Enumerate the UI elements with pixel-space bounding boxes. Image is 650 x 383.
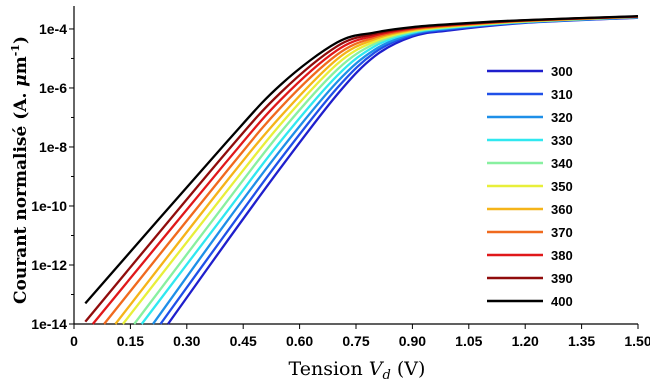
x-tick-label: 1.20 bbox=[512, 333, 539, 349]
y-tick-label: 1e-12 bbox=[31, 257, 67, 273]
x-axis-ticks: 0 0.15 0.30 0.45 0.60 0.75 0.90 1.05 1.20 1.35 1.5… bbox=[70, 324, 650, 349]
x-axis-title: Tension Vd (V) bbox=[289, 358, 426, 383]
legend-label-360: 360 bbox=[551, 202, 573, 217]
y-axis-ticks: 1e-14 1e-12 1e-10 1e-8 1e-6 1e-4 bbox=[31, 21, 74, 332]
legend-label-340: 340 bbox=[551, 156, 573, 171]
series-line-400 bbox=[84, 15, 639, 305]
x-tick-label: 1.05 bbox=[455, 333, 482, 349]
y-axis-title: Courant normalisé (A. μm-1) bbox=[9, 36, 31, 304]
x-tick-label: 0.75 bbox=[342, 333, 369, 349]
legend-label-400: 400 bbox=[551, 294, 573, 309]
legend-label-390: 390 bbox=[551, 271, 573, 286]
curves bbox=[84, 15, 639, 325]
legend: 300 310 320 330 340 350 360 370 380 390 400 bbox=[487, 64, 573, 309]
x-tick-label: 0.60 bbox=[286, 333, 313, 349]
x-tick-label: 1.35 bbox=[568, 333, 595, 349]
x-tick-label: 0.45 bbox=[230, 333, 257, 349]
legend-label-320: 320 bbox=[551, 110, 573, 125]
y-tick-label: 1e-6 bbox=[39, 80, 67, 96]
legend-label-310: 310 bbox=[551, 87, 573, 102]
legend-label-370: 370 bbox=[551, 225, 573, 240]
x-tick-label: 0.90 bbox=[399, 333, 426, 349]
legend-label-380: 380 bbox=[551, 248, 573, 263]
legend-label-300: 300 bbox=[551, 64, 573, 79]
x-tick-label: 0.15 bbox=[117, 333, 144, 349]
y-tick-label: 1e-14 bbox=[31, 316, 67, 332]
legend-label-350: 350 bbox=[551, 179, 573, 194]
x-tick-label: 0 bbox=[70, 333, 78, 349]
y-tick-label: 1e-10 bbox=[31, 198, 67, 214]
x-tick-label: 0.30 bbox=[173, 333, 200, 349]
x-tick-label: 1.50 bbox=[624, 333, 650, 349]
y-tick-label: 1e-4 bbox=[39, 21, 67, 37]
legend-label-330: 330 bbox=[551, 133, 573, 148]
y-tick-label: 1e-8 bbox=[39, 139, 67, 155]
